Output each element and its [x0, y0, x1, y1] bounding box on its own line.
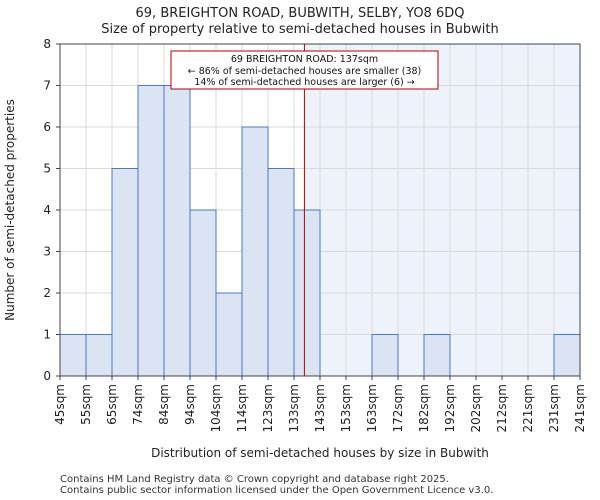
y-tick-label: 8	[43, 37, 51, 51]
bar-104sqm	[215, 292, 243, 377]
bar-182sqm	[423, 334, 451, 377]
x-tick-label-45sqm: 45sqm	[53, 384, 67, 425]
y-tick-label: 2	[43, 286, 51, 300]
bar-65sqm	[111, 168, 139, 377]
x-tick-label-114sqm: 114sqm	[235, 384, 249, 432]
x-tick-label-202sqm: 202sqm	[469, 384, 483, 432]
x-tick-label-212sqm: 212sqm	[495, 384, 509, 432]
y-tick-label: 1	[43, 328, 51, 342]
x-tick-label-192sqm: 192sqm	[443, 384, 457, 432]
bar-74sqm	[137, 85, 165, 377]
y-tick-label: 3	[43, 245, 51, 259]
x-tick-label-153sqm: 153sqm	[339, 384, 353, 432]
bar-45sqm	[59, 334, 87, 377]
y-axis-label: Number of semi-detached properties	[3, 99, 17, 321]
x-tick-label-172sqm: 172sqm	[391, 384, 405, 432]
y-tick-label: 6	[43, 120, 51, 134]
annotation-line-2: ← 86% of semi-detached houses are smalle…	[188, 66, 422, 77]
x-tick-label-123sqm: 123sqm	[261, 384, 275, 432]
annotation-line-1: 69 BREIGHTON ROAD: 137sqm	[231, 54, 378, 65]
annotation-box	[170, 50, 439, 90]
x-tick-label-84sqm: 84sqm	[157, 384, 171, 425]
bar-84sqm	[163, 85, 191, 377]
x-tick-label-94sqm: 94sqm	[183, 384, 197, 425]
bar-114sqm	[241, 126, 269, 377]
bar-133sqm	[293, 209, 321, 377]
bar-94sqm	[189, 209, 217, 377]
x-tick-label-241sqm: 241sqm	[573, 384, 587, 432]
x-tick-label-143sqm: 143sqm	[313, 384, 327, 432]
x-tick-label-65sqm: 65sqm	[105, 384, 119, 425]
x-tick-label-74sqm: 74sqm	[131, 384, 145, 425]
chart-title: 69, BREIGHTON ROAD, BUBWITH, SELBY, YO8 …	[135, 6, 465, 21]
y-tick-label: 5	[43, 162, 51, 176]
chart-subtitle: Size of property relative to semi-detach…	[101, 22, 499, 37]
bar-55sqm	[85, 334, 113, 377]
x-tick-label-104sqm: 104sqm	[209, 384, 223, 432]
x-axis-label: Distribution of semi-detached houses by …	[151, 446, 489, 460]
annotation-line-3: 14% of semi-detached houses are larger (…	[194, 77, 414, 88]
x-tick-label-133sqm: 133sqm	[287, 384, 301, 432]
x-tick-label-221sqm: 221sqm	[521, 384, 535, 432]
x-tick-label-163sqm: 163sqm	[365, 384, 379, 432]
bar-123sqm	[267, 168, 295, 377]
histogram-chart: 0 1 2 3 4 5 6 7 8 45sqm 55sqm 65sqm 74sqm 84sqm 94sqm 1…	[3, 37, 587, 460]
y-tick-label: 7	[43, 79, 51, 93]
bar-231sqm	[553, 334, 581, 377]
footer-line-2: Contains public sector information licen…	[60, 485, 494, 496]
y-tick-label: 0	[43, 369, 51, 383]
x-tick-label-182sqm: 182sqm	[417, 384, 431, 432]
bar-163sqm	[371, 334, 399, 377]
x-tick-label-55sqm: 55sqm	[79, 384, 93, 425]
y-tick-label: 4	[43, 203, 51, 217]
footer-line-1: Contains HM Land Registry data © Crown c…	[60, 474, 449, 485]
x-tick-label-231sqm: 231sqm	[547, 384, 561, 432]
